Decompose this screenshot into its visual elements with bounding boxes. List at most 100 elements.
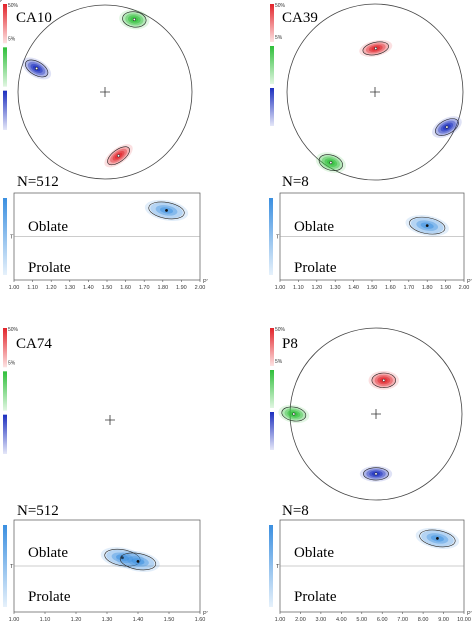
stereonet-center: [105, 415, 115, 425]
n-label: N=512: [17, 174, 59, 190]
shape-point-contours: [116, 550, 160, 572]
shape-plot-scale: [269, 525, 273, 607]
scale-min-label: 5%: [8, 360, 16, 366]
shape-point-contours: [144, 199, 189, 221]
panel-ca10: 50% 5% CA10 N=512 T Oblate Prolate 1.00 1.10 1.20…: [3, 3, 208, 291]
axis-blue-mean: [445, 125, 449, 129]
prolate-label: Prolate: [294, 260, 337, 276]
x-tick-label: 2.00: [459, 285, 470, 291]
y-axis-label: T: [276, 564, 280, 570]
x-tick-label: 1.50: [164, 617, 175, 623]
axis-blue-contours: [359, 465, 393, 482]
x-tick-label: 1.70: [403, 285, 414, 291]
x-tick-label: 1.30: [330, 285, 341, 291]
x-tick-label: 1.10: [293, 285, 304, 291]
stereonet-center: [100, 87, 110, 97]
axis-blue-contours: [22, 57, 52, 80]
scale-max-label: 50%: [8, 3, 19, 9]
scale-min-label: 5%: [275, 35, 283, 41]
prolate-label: Prolate: [28, 260, 71, 276]
scale-max-label: 50%: [8, 327, 19, 333]
scale-red-ramp: [270, 4, 274, 42]
x-tick-label: 8.00: [418, 617, 429, 623]
x-tick-label: 1.00: [275, 617, 286, 623]
shape-plot-scale: [269, 198, 273, 275]
shape-point: [136, 560, 140, 563]
panel-title: P8: [282, 336, 298, 352]
axis-red-mean: [382, 378, 386, 382]
x-tick-label: 1.50: [367, 285, 378, 291]
x-tick-label: 1.40: [133, 617, 144, 623]
x-tick-label: 5.00: [356, 617, 367, 623]
shape-point: [165, 208, 168, 212]
x-tick-label: 1.50: [102, 285, 113, 291]
shape-point-contours: [405, 215, 449, 237]
scale-min-label: 5%: [275, 359, 283, 365]
scale-red-ramp: [3, 328, 7, 368]
stereonet-primitive: [17, 4, 193, 180]
axis-blue-mean: [374, 472, 378, 476]
axis-blue-contours: [432, 116, 462, 138]
x-tick-label: 1.90: [440, 285, 451, 291]
shape-point: [436, 537, 439, 540]
n-label: N=8: [282, 503, 309, 519]
scale-blue-ramp: [270, 412, 274, 450]
x-tick-label: 1.10: [40, 617, 51, 623]
scale-green-ramp: [3, 47, 7, 87]
x-tick-label: 1.00: [9, 285, 20, 291]
x-tick-label: 1.20: [71, 617, 82, 623]
scale-red-ramp: [3, 4, 7, 44]
x-axis-label: P': [203, 279, 208, 285]
scale-blue-ramp: [3, 90, 7, 130]
scale-green-ramp: [3, 371, 7, 411]
x-tick-label: 1.60: [195, 617, 206, 623]
scale-green-ramp: [270, 370, 274, 408]
shape-plot-scale: [3, 525, 7, 607]
x-tick-label: 1.60: [385, 285, 396, 291]
x-tick-label: 2.00: [295, 617, 306, 623]
axis-green-mean: [329, 161, 333, 165]
oblate-label: Oblate: [28, 545, 68, 561]
y-axis-label: T: [276, 235, 280, 241]
x-tick-label: 10.00: [457, 617, 471, 623]
scale-min-label: 5%: [8, 36, 16, 42]
shape-plot-scale: [3, 198, 7, 275]
x-tick-label: 1.20: [46, 285, 57, 291]
x-tick-label: 1.30: [64, 285, 75, 291]
x-tick-label: 1.10: [27, 285, 38, 291]
y-axis-label: T: [10, 235, 14, 241]
n-label: N=8: [282, 174, 309, 190]
x-tick-label: 1.00: [9, 617, 20, 623]
panel-title: CA74: [16, 336, 52, 352]
panel-p8: 50% 5% P8 N=8 T Oblate Prolate 1.00 2.00 3.00 4.00…: [269, 327, 472, 623]
axis-green-contours: [119, 9, 150, 30]
scale-max-label: 50%: [275, 327, 286, 333]
panel-ca74: 50% 5% CA74 N=512 T Oblate Prolate 1.00 1.10 1.20…: [0, 0, 208, 623]
axis-red-mean: [374, 46, 378, 50]
prolate-label: Prolate: [294, 589, 337, 605]
x-tick-label: 1.90: [176, 285, 187, 291]
x-tick-label: 3.00: [316, 617, 327, 623]
oblate-label: Oblate: [294, 545, 334, 561]
scale-blue-ramp: [270, 88, 274, 126]
x-axis-label: P': [467, 279, 472, 285]
scale-blue-ramp: [3, 414, 7, 454]
panel-ca39: 50% 5% CA39 N=8 T Oblate Prolate 1.00 1.10 1.20 1.…: [269, 3, 472, 291]
scale-max-label: 50%: [275, 3, 286, 9]
axis-green-mean: [292, 412, 296, 416]
x-tick-label: 1.30: [102, 617, 113, 623]
x-axis-label: P': [467, 611, 472, 617]
axis-red-contours: [368, 370, 399, 390]
axis-red-contours: [359, 39, 393, 57]
x-tick-label: 1.20: [311, 285, 322, 291]
x-tick-label: 4.00: [336, 617, 347, 623]
x-tick-label: 1.80: [422, 285, 433, 291]
x-axis-label: P': [203, 611, 208, 617]
x-tick-label: 1.00: [275, 285, 286, 291]
axis-red-contours: [104, 144, 133, 168]
axis-red-mean: [117, 154, 121, 158]
x-tick-label: 1.40: [348, 285, 359, 291]
panel-title: CA39: [282, 10, 318, 26]
axis-blue-mean: [0, 0, 2, 2]
